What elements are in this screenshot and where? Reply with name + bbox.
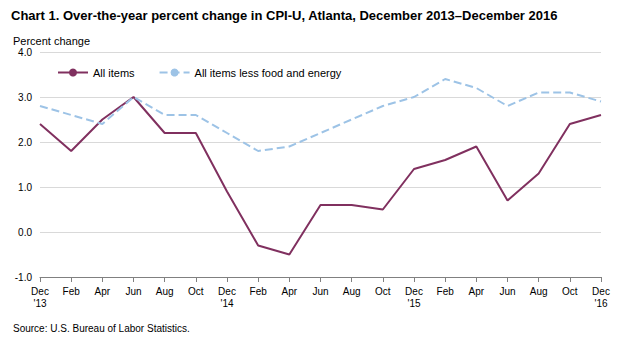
svg-text:Oct: Oct: [375, 286, 391, 297]
svg-text:Feb: Feb: [437, 286, 455, 297]
svg-text:'16: '16: [594, 298, 607, 309]
svg-text:'15: '15: [407, 298, 420, 309]
svg-text:Source: U.S. Bureau of Labor S: Source: U.S. Bureau of Labor Statistics.: [13, 323, 190, 334]
svg-text:All items: All items: [93, 67, 135, 79]
svg-text:All items less food and energy: All items less food and energy: [195, 67, 342, 79]
svg-text:Jun: Jun: [125, 286, 141, 297]
svg-text:Jun: Jun: [312, 286, 328, 297]
svg-text:Apr: Apr: [282, 286, 298, 297]
svg-text:Feb: Feb: [250, 286, 268, 297]
svg-text:Jun: Jun: [499, 286, 515, 297]
svg-text:'13: '13: [33, 298, 46, 309]
svg-text:Aug: Aug: [530, 286, 548, 297]
svg-text:Apr: Apr: [95, 286, 111, 297]
svg-text:Dec: Dec: [218, 286, 236, 297]
svg-text:Aug: Aug: [343, 286, 361, 297]
svg-text:'14: '14: [220, 298, 233, 309]
svg-text:1.0: 1.0: [18, 182, 32, 193]
svg-text:Oct: Oct: [562, 286, 578, 297]
svg-text:Chart 1. Over-the-year percent: Chart 1. Over-the-year percent change in…: [11, 8, 557, 23]
svg-text:Dec: Dec: [31, 286, 49, 297]
svg-text:3.0: 3.0: [18, 92, 32, 103]
svg-text:2.0: 2.0: [18, 137, 32, 148]
svg-text:Percent change: Percent change: [13, 35, 90, 47]
svg-text:Feb: Feb: [63, 286, 81, 297]
svg-text:Apr: Apr: [469, 286, 485, 297]
svg-text:Dec: Dec: [405, 286, 423, 297]
svg-text:Aug: Aug: [156, 286, 174, 297]
svg-text:Oct: Oct: [188, 286, 204, 297]
svg-text:0.0: 0.0: [18, 227, 32, 238]
svg-text:-1.0: -1.0: [15, 272, 33, 283]
svg-text:Dec: Dec: [592, 286, 610, 297]
svg-text:4.0: 4.0: [18, 47, 32, 58]
